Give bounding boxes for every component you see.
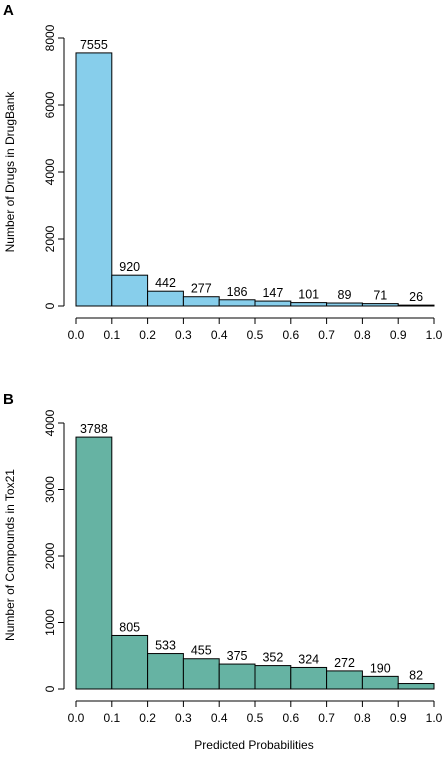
axes: 0 2000 4000 6000 8000 0.0 0.1 0.2 0.3 0.4 0.5 0.6 0.…	[43, 24, 443, 342]
x-tick-label: 0.3	[175, 328, 192, 342]
x-tick-label: 0.2	[139, 711, 156, 725]
x-tick-label: 0.3	[175, 711, 192, 725]
data-label: 533	[155, 639, 176, 653]
y-tick-label: 4000	[43, 409, 57, 436]
x-tick-label: 0.5	[247, 328, 264, 342]
data-label: 186	[227, 285, 248, 299]
bar	[182, 658, 220, 690]
y-tick-label: 2000	[43, 542, 57, 569]
data-labels: 7555 920 442 277 186 147 101 89 71 26	[80, 38, 423, 304]
x-tick-label: 0.6	[282, 711, 299, 725]
x-tick-label: 0.9	[390, 711, 407, 725]
data-label: 455	[191, 644, 212, 658]
bar	[397, 304, 435, 307]
y-tick-label: 0	[43, 685, 57, 692]
x-tick-label: 0.7	[318, 328, 335, 342]
x-tick-label: 1.0	[426, 328, 443, 342]
axes: 0 1000 2000 3000 4000 0.0 0.1 0.2 0.3 0.4 0.5 0.6 0.…	[43, 409, 443, 725]
bar	[147, 290, 184, 307]
bar	[75, 436, 113, 690]
x-tick-label: 0.1	[103, 328, 120, 342]
data-label: 101	[298, 288, 319, 302]
panel-b-tox21-histogram: B Number of Compounds in Tox21 Predicted…	[3, 391, 443, 752]
data-labels: 3788 805 533 455 375 352 324 272 190 82	[80, 422, 423, 682]
x-axis-title: Predicted Probabilities	[194, 738, 313, 752]
data-label: 805	[119, 620, 140, 634]
bars	[75, 436, 435, 690]
y-tick-label: 4000	[43, 158, 57, 185]
y-tick-label: 6000	[43, 91, 57, 118]
data-label: 71	[373, 289, 387, 303]
bar	[326, 302, 363, 307]
bar	[361, 303, 399, 307]
data-label: 442	[155, 276, 176, 290]
bar	[147, 653, 184, 690]
data-label: 7555	[80, 38, 108, 52]
data-label: 3788	[80, 422, 108, 436]
data-label: 375	[227, 649, 248, 663]
y-tick-label: 1000	[43, 609, 57, 636]
data-label: 190	[370, 661, 391, 675]
panel-label: A	[3, 2, 14, 19]
bar	[182, 296, 220, 307]
bar	[218, 663, 256, 690]
bar	[111, 634, 149, 690]
data-label: 920	[119, 260, 140, 274]
x-tick-label: 0.4	[211, 711, 228, 725]
y-tick-label: 8000	[43, 24, 57, 51]
data-label: 272	[334, 656, 355, 670]
x-tick-label: 0.5	[247, 711, 264, 725]
x-tick-label: 0.2	[139, 328, 156, 342]
y-tick-label: 0	[43, 302, 57, 309]
data-label: 324	[298, 652, 319, 666]
bar	[290, 302, 328, 307]
data-label: 352	[262, 651, 283, 665]
x-tick-label: 0.8	[354, 711, 371, 725]
panel-a-drugbank-histogram: A Number of Drugs in DrugBank 7555 920 442…	[3, 2, 443, 342]
data-label: 147	[262, 286, 283, 300]
bar	[290, 666, 328, 690]
bar	[254, 665, 292, 690]
x-tick-label: 1.0	[426, 711, 443, 725]
y-axis-title: Number of Drugs in DrugBank	[3, 91, 17, 253]
bar	[111, 274, 149, 307]
bar	[254, 300, 292, 307]
x-tick-label: 0.6	[282, 328, 299, 342]
x-tick-label: 0.8	[354, 328, 371, 342]
bar	[218, 299, 256, 307]
bar	[397, 683, 435, 690]
bar	[361, 675, 399, 690]
x-tick-label: 0.0	[68, 711, 85, 725]
bar	[75, 52, 113, 307]
bars	[75, 52, 435, 307]
x-tick-label: 0.7	[318, 711, 335, 725]
y-tick-label: 3000	[43, 476, 57, 503]
data-label: 26	[409, 290, 423, 304]
data-label: 89	[338, 288, 352, 302]
panel-label: B	[3, 391, 14, 408]
data-label: 82	[409, 669, 423, 683]
y-tick-label: 2000	[43, 225, 57, 252]
x-tick-label: 0.4	[211, 328, 228, 342]
data-label: 277	[191, 282, 212, 296]
x-tick-label: 0.9	[390, 328, 407, 342]
bar	[326, 670, 363, 690]
y-axis-title: Number of Compounds in Tox21	[3, 469, 17, 641]
x-tick-label: 0.0	[68, 328, 85, 342]
x-tick-label: 0.1	[103, 711, 120, 725]
